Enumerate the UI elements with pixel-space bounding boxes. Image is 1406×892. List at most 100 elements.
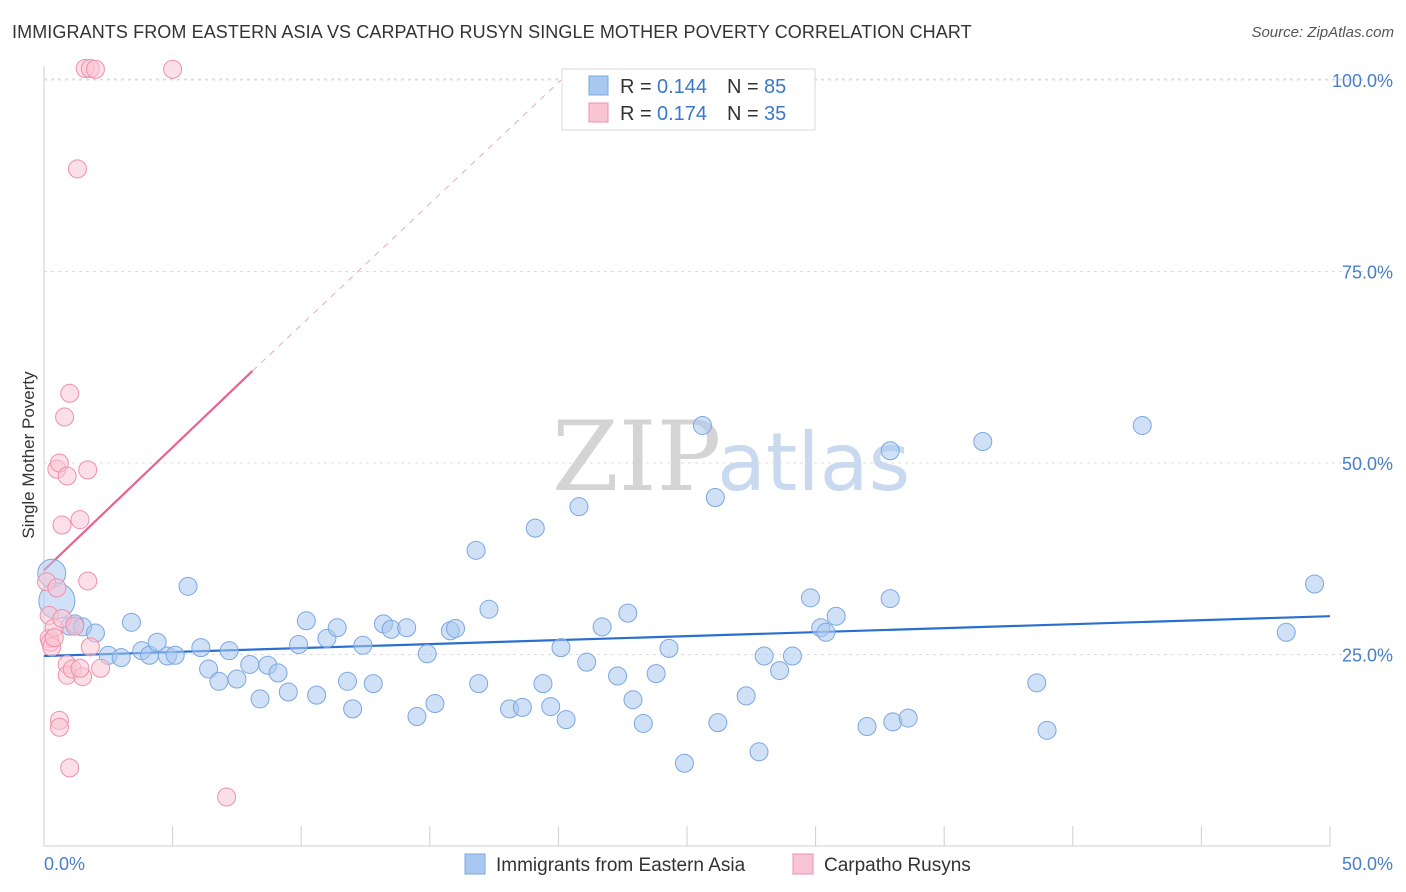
chart-title: IMMIGRANTS FROM EASTERN ASIA VS CARPATHO… bbox=[12, 22, 972, 42]
point-s0-47 bbox=[525, 518, 545, 538]
point-s1-25 bbox=[78, 460, 98, 480]
point-s0-53 bbox=[577, 652, 597, 672]
gridlines bbox=[44, 78, 1395, 655]
point-s0-74 bbox=[857, 717, 877, 737]
point-s0-52 bbox=[569, 497, 589, 517]
point-s0-37 bbox=[407, 707, 427, 727]
point-s1-19 bbox=[60, 758, 80, 778]
point-s0-62 bbox=[692, 415, 712, 435]
point-s1-29 bbox=[91, 658, 111, 678]
point-s0-43 bbox=[469, 674, 489, 694]
point-s0-8 bbox=[121, 612, 141, 632]
data-points bbox=[37, 59, 1325, 807]
legend-n-value-1: 85 bbox=[764, 76, 786, 98]
bottom-legend-swatch-carpatho-rusyns bbox=[792, 853, 814, 875]
legend-top: R = 0.144 N = 85 R = 0.174 N = 35 bbox=[561, 68, 816, 131]
point-s0-84 bbox=[1305, 574, 1325, 594]
point-s0-16 bbox=[199, 659, 219, 679]
point-s1-28 bbox=[70, 658, 90, 678]
x-tick-label-1: 50.0% bbox=[1342, 854, 1393, 874]
point-s0-75 bbox=[880, 441, 900, 461]
point-s0-50 bbox=[551, 638, 571, 658]
point-s0-44 bbox=[479, 599, 499, 619]
point-s0-25 bbox=[289, 635, 309, 655]
point-s1-22 bbox=[67, 159, 87, 179]
point-s0-56 bbox=[618, 603, 638, 623]
point-s1-33 bbox=[163, 59, 183, 79]
point-s0-60 bbox=[659, 638, 679, 658]
point-s1-12 bbox=[52, 515, 72, 535]
legend-r-value-1: 0.144 bbox=[657, 76, 707, 98]
point-s1-7 bbox=[47, 578, 67, 598]
point-s0-73 bbox=[826, 606, 846, 626]
point-s0-46 bbox=[512, 697, 532, 717]
y-axis-title: Single Mother Poverty bbox=[19, 371, 38, 539]
point-s0-20 bbox=[240, 654, 260, 674]
point-s0-66 bbox=[749, 742, 769, 762]
point-s0-13 bbox=[165, 645, 185, 665]
point-s0-15 bbox=[191, 638, 211, 658]
point-s0-51 bbox=[556, 710, 576, 730]
point-s0-29 bbox=[327, 618, 347, 638]
point-s0-70 bbox=[800, 588, 820, 608]
point-s1-15 bbox=[57, 466, 77, 486]
point-s0-18 bbox=[219, 641, 239, 661]
point-s0-69 bbox=[782, 646, 802, 666]
point-s0-14 bbox=[178, 576, 198, 596]
point-s0-26 bbox=[296, 611, 316, 631]
trend-line-1 bbox=[43, 370, 254, 572]
point-s0-32 bbox=[353, 635, 373, 655]
legend-swatch-eastern-asia bbox=[588, 75, 609, 96]
point-s0-57 bbox=[623, 690, 643, 710]
point-s1-14 bbox=[55, 407, 75, 427]
point-s1-18 bbox=[60, 383, 80, 403]
point-s0-38 bbox=[417, 644, 437, 664]
point-s0-79 bbox=[973, 432, 993, 452]
point-s0-65 bbox=[736, 686, 756, 706]
bottom-legend-label-carpatho-rusyns: Carpatho Rusyns bbox=[824, 855, 971, 876]
point-s1-26 bbox=[78, 571, 98, 591]
legend-swatch-carpatho-rusyns bbox=[588, 102, 609, 123]
legend-n-value-2: 35 bbox=[764, 103, 786, 125]
point-s0-21 bbox=[250, 689, 270, 709]
point-s0-23 bbox=[268, 663, 288, 683]
point-s0-39 bbox=[425, 694, 445, 714]
chart-source: Source: ZipAtlas.com bbox=[1251, 24, 1394, 41]
bottom-legend-label-eastern-asia: Immigrants from Eastern Asia bbox=[496, 855, 746, 876]
point-s0-41 bbox=[446, 618, 466, 638]
point-s0-55 bbox=[608, 666, 628, 686]
tick-labels: 25.0% 50.0% 75.0% 100.0% 0.0% 50.0% bbox=[44, 71, 1393, 874]
point-s1-27 bbox=[80, 637, 100, 657]
legend-r-label-2: R = bbox=[620, 103, 652, 125]
point-s0-83 bbox=[1276, 622, 1296, 642]
legend-r-label-1: R = bbox=[620, 76, 652, 98]
point-s0-64 bbox=[708, 713, 728, 733]
point-s0-59 bbox=[646, 664, 666, 684]
point-s0-49 bbox=[541, 697, 561, 717]
point-s0-17 bbox=[209, 671, 229, 691]
point-s0-30 bbox=[337, 671, 357, 691]
axes bbox=[43, 66, 1331, 847]
point-s0-78 bbox=[898, 708, 918, 728]
point-s0-33 bbox=[363, 674, 383, 694]
point-s0-72 bbox=[816, 622, 836, 642]
point-s1-9 bbox=[49, 717, 69, 737]
y-tick-label-0: 25.0% bbox=[1342, 646, 1393, 666]
point-s1-21 bbox=[65, 616, 85, 636]
point-s0-31 bbox=[343, 699, 363, 719]
trend-extension-1 bbox=[251, 79, 562, 372]
point-s1-23 bbox=[70, 510, 90, 530]
watermark-atlas: atlas bbox=[717, 416, 910, 509]
y-tick-label-3: 100.0% bbox=[1332, 71, 1393, 91]
point-s1-34 bbox=[217, 787, 237, 807]
point-s0-81 bbox=[1037, 720, 1057, 740]
point-s0-36 bbox=[397, 618, 417, 638]
point-s0-19 bbox=[227, 669, 247, 689]
point-s0-68 bbox=[770, 661, 790, 681]
bottom-legend-swatch-eastern-asia bbox=[464, 853, 486, 875]
y-tick-label-1: 50.0% bbox=[1342, 454, 1393, 474]
legend-n-label-2: N = bbox=[727, 103, 759, 125]
trend-lines bbox=[43, 79, 1331, 658]
point-s0-7 bbox=[111, 648, 131, 668]
point-s0-11 bbox=[147, 632, 167, 652]
